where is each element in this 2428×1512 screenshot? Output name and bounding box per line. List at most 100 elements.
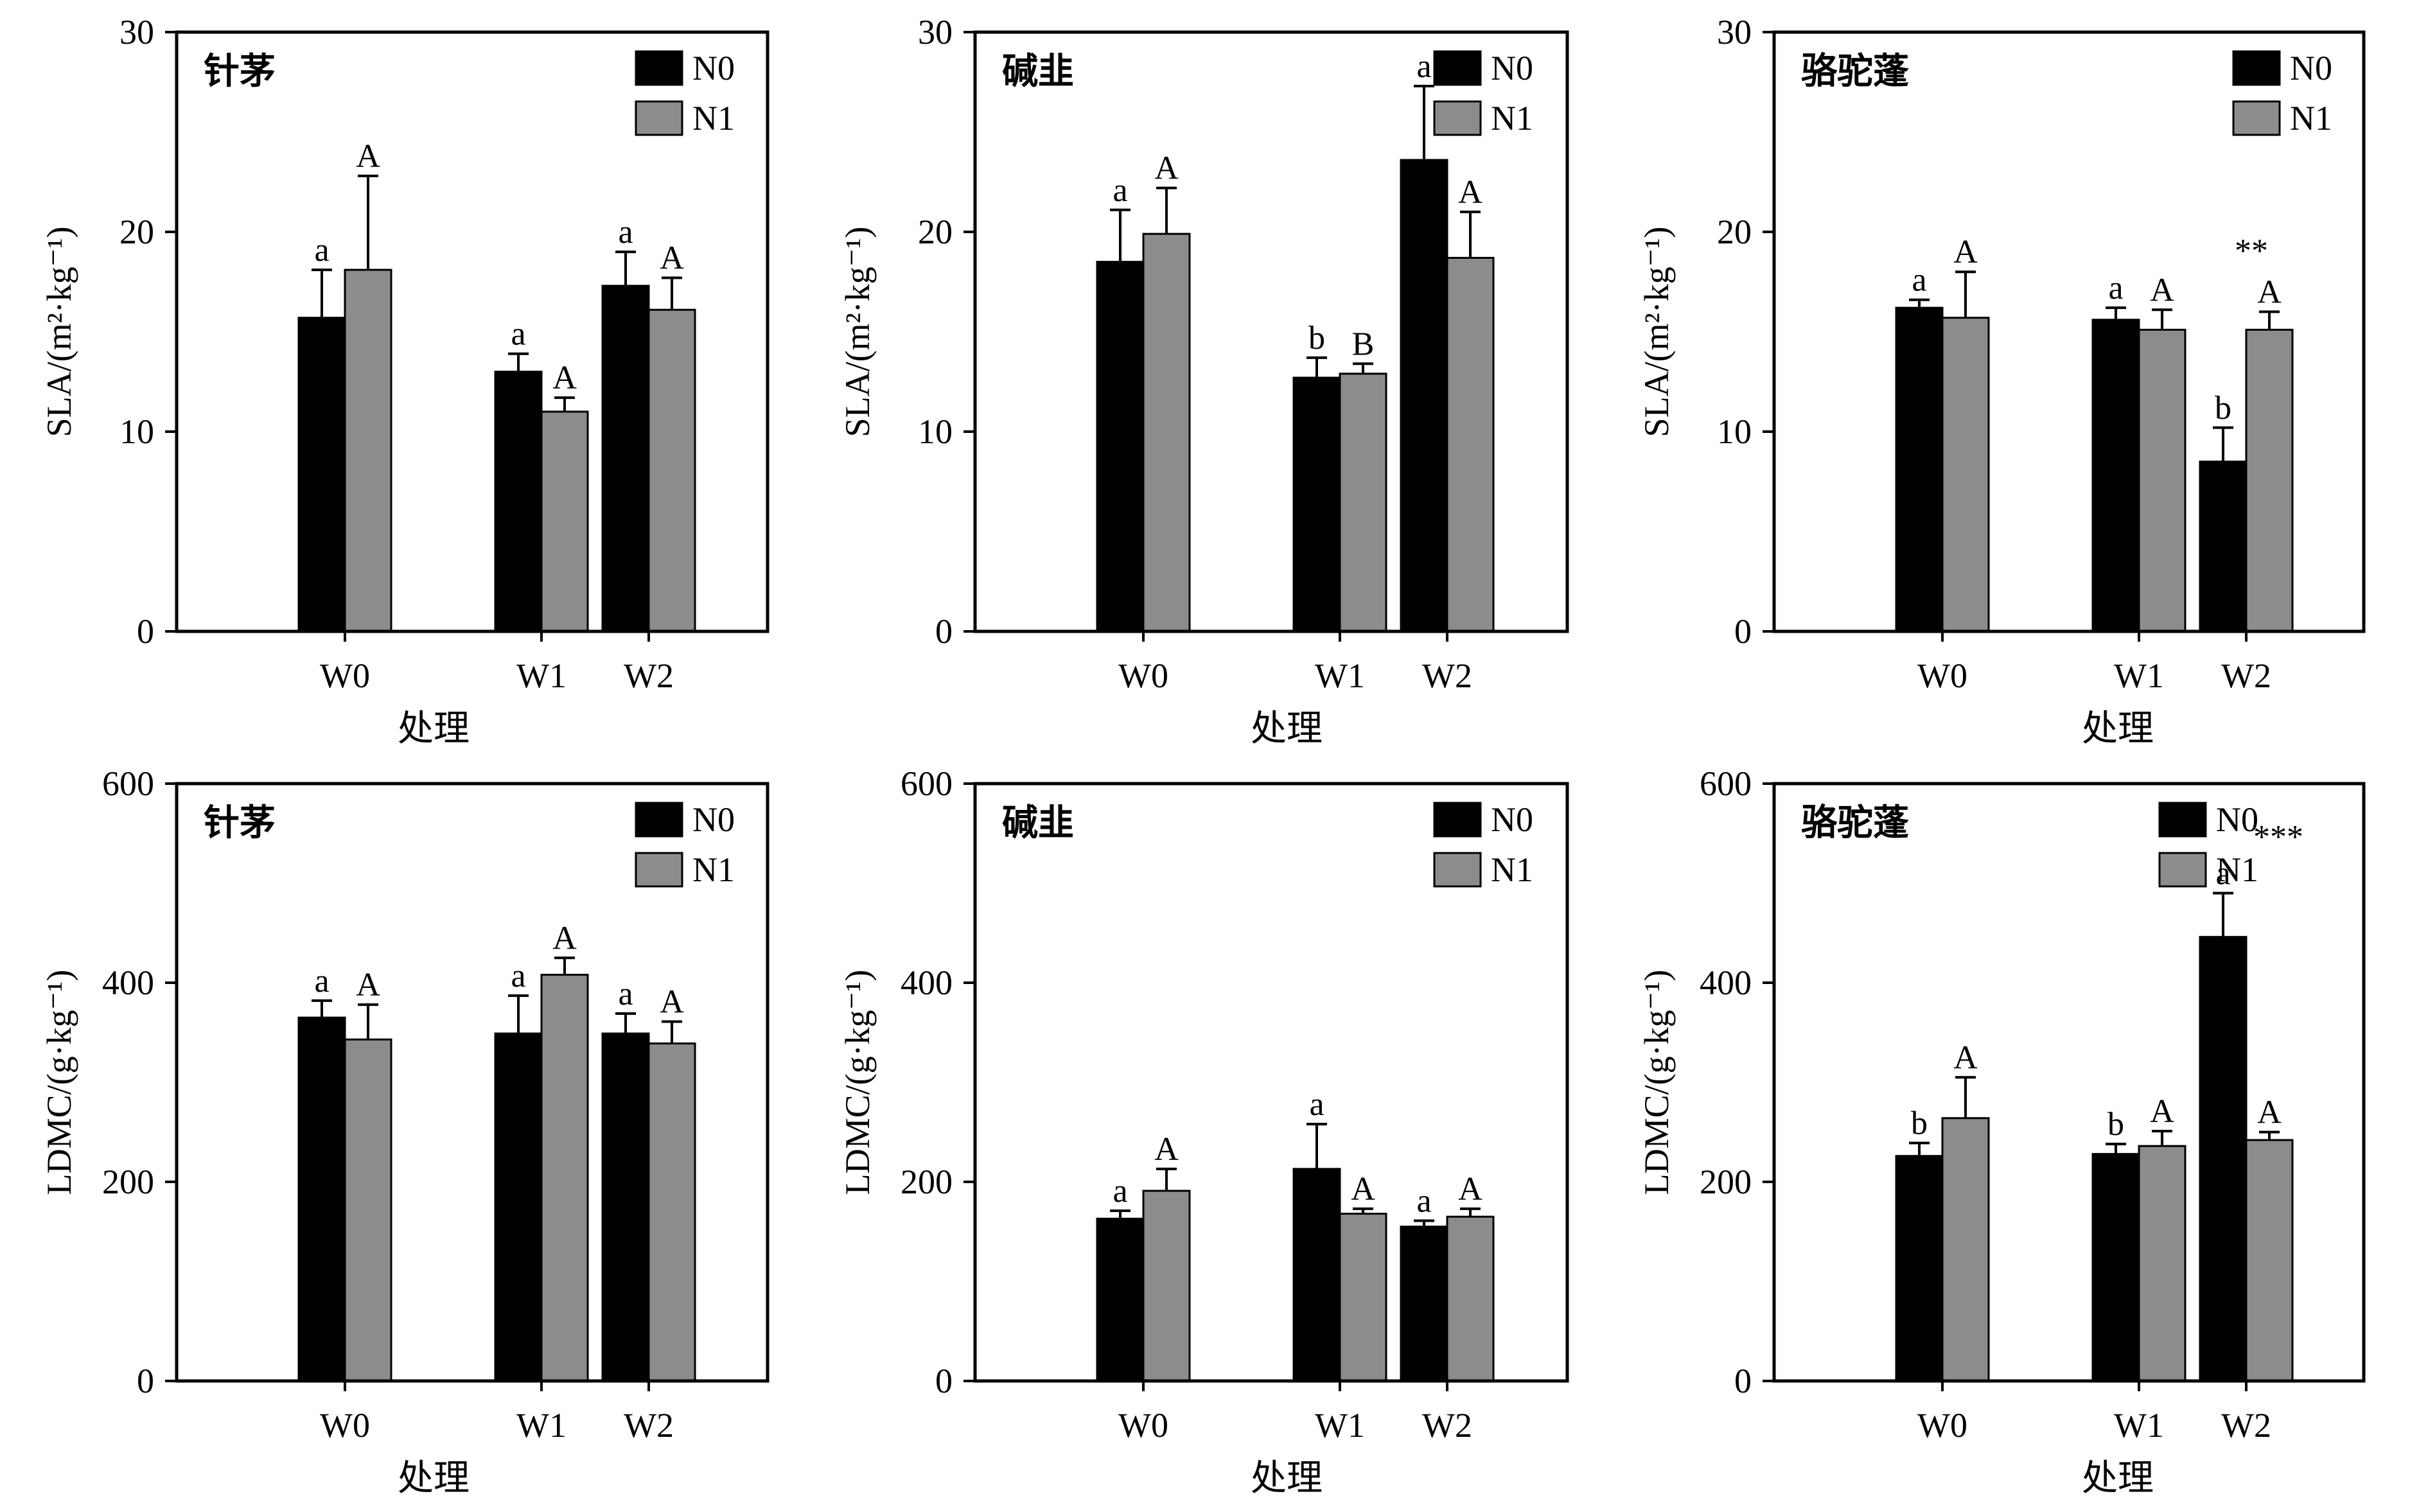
legend-label-N0: N0 — [2216, 800, 2258, 839]
significance-letter-N1-W1: A — [552, 920, 577, 956]
plot-frame — [1772, 782, 2366, 1383]
y-tick-label: 0 — [935, 612, 953, 651]
bar-N0-W1 — [1292, 376, 1341, 633]
x-axis-label: 处理 — [398, 1459, 470, 1499]
legend-swatch-N0 — [2158, 802, 2207, 838]
x-tick-label-W0: W0 — [320, 1406, 370, 1445]
legend-swatch-N1 — [1433, 100, 1482, 136]
y-tick-label: 20 — [119, 213, 154, 251]
x-tick-label-W1: W1 — [2114, 656, 2164, 695]
y-axis-label: LDMC/(g·kg⁻¹) — [1637, 970, 1676, 1195]
x-tick-label-W1: W1 — [1315, 656, 1365, 695]
x-tick-label-W0: W0 — [1917, 656, 1967, 695]
y-tick-label: 0 — [1734, 1362, 1752, 1400]
bar-N0-W2 — [1400, 1226, 1448, 1382]
x-axis-label: 处理 — [2082, 1459, 2154, 1499]
x-tick-label-W0: W0 — [320, 656, 370, 695]
bar-N1-W2 — [647, 1042, 696, 1382]
x-tick-label-W1: W1 — [1315, 1406, 1365, 1445]
y-tick-label: 600 — [1700, 764, 1752, 803]
significance-letter-N1-W0: A — [1154, 150, 1179, 187]
bar-N1-W2 — [1446, 1215, 1495, 1382]
bar-N0-W0 — [297, 1016, 346, 1382]
x-axis-label: 处理 — [1251, 1459, 1323, 1499]
bar-N1-W1 — [1339, 1213, 1387, 1382]
bar-N0-W0 — [1895, 306, 1944, 633]
legend-label-N1: N1 — [1491, 850, 1533, 889]
bar-N1-W0 — [344, 1038, 392, 1382]
y-tick-label: 10 — [918, 412, 953, 451]
y-axis-label: SLA/(m²·kg⁻¹) — [1637, 227, 1676, 437]
significance-letter-N0-W1: a — [2108, 270, 2123, 306]
bar-N0-W1 — [1292, 1168, 1341, 1382]
x-tick-label-W2: W2 — [624, 1406, 674, 1445]
significance-letter-N0-W1: b — [2107, 1106, 2124, 1143]
significance-letter-N1-W1: A — [552, 360, 577, 396]
significance-letter-N1-W2: A — [1458, 174, 1482, 211]
panel-label: 骆驼蓬 — [1801, 51, 1909, 92]
x-tick-label-W2: W2 — [2221, 656, 2271, 695]
significance-letter-N1-W1: A — [1351, 1171, 1375, 1208]
bar-N1-W1 — [2138, 1145, 2186, 1382]
y-tick-label: 10 — [119, 412, 154, 451]
significance-letter-N1-W2: A — [660, 983, 684, 1020]
bar-N0-W2 — [2199, 461, 2248, 633]
legend-swatch-N1 — [2158, 852, 2207, 888]
x-tick-label-W2: W2 — [1422, 1406, 1472, 1445]
significance-letter-N1-W2: A — [2257, 1094, 2282, 1131]
legend-label-N1: N1 — [2216, 850, 2258, 889]
significance-letter-N0-W2: a — [1416, 48, 1431, 85]
plot-frame — [973, 782, 1569, 1383]
bar-N0-W2 — [1400, 159, 1448, 633]
bar-N0-W2 — [601, 1032, 650, 1382]
x-tick-label-W2: W2 — [2221, 1406, 2271, 1445]
significance-letter-N0-W1: a — [511, 316, 525, 353]
y-tick-label: 200 — [102, 1163, 154, 1201]
significance-letter-N1-W0: A — [1953, 1039, 1978, 1076]
significance-letter-N1-W1: A — [2150, 1093, 2174, 1130]
legend-label-N1: N1 — [692, 99, 735, 137]
significance-letter-N0-W1: a — [1309, 1086, 1324, 1123]
significance-letter-N0-W1: a — [511, 958, 525, 994]
y-tick-label: 20 — [918, 213, 953, 251]
x-axis-label: 处理 — [1251, 709, 1323, 749]
y-tick-label: 400 — [901, 963, 953, 1002]
significance-letter-N1-W0: A — [1953, 234, 1978, 270]
legend-swatch-N0 — [1433, 802, 1482, 838]
legend-label-N1: N1 — [2290, 99, 2332, 137]
y-tick-label: 0 — [1734, 612, 1752, 651]
significance-letter-N0-W1: b — [1308, 320, 1325, 356]
bar-N0-W1 — [2091, 319, 2140, 633]
y-tick-label: 0 — [137, 612, 154, 651]
y-tick-label: 30 — [119, 13, 154, 51]
significance-letter-N0-W2: a — [618, 976, 633, 1012]
bar-N0-W1 — [494, 371, 543, 633]
panel-label: 骆驼蓬 — [1801, 803, 1909, 843]
y-tick-label: 10 — [1717, 412, 1752, 451]
bar-N0-W1 — [2091, 1153, 2140, 1382]
plot-frame — [175, 30, 770, 633]
y-tick-label: 30 — [918, 13, 953, 51]
significance-letter-N1-W2: A — [660, 240, 684, 277]
significance-stars-W2: ** — [2235, 233, 2268, 269]
legend-swatch-N0 — [1433, 50, 1482, 86]
y-tick-label: 600 — [102, 764, 154, 803]
plot-frame — [175, 782, 770, 1383]
y-tick-label: 200 — [1700, 1163, 1752, 1201]
y-tick-label: 30 — [1717, 13, 1752, 51]
legend-label-N0: N0 — [1491, 49, 1533, 87]
plot-frame — [1772, 30, 2366, 633]
bar-N1-W0 — [344, 268, 392, 633]
significance-stars-W2: *** — [2253, 819, 2303, 856]
significance-letter-N0-W2: a — [618, 214, 633, 251]
bar-N1-W2 — [2245, 328, 2294, 633]
significance-letter-N0-W2: a — [1416, 1182, 1431, 1219]
y-tick-label: 200 — [901, 1163, 953, 1201]
bar-N0-W2 — [2199, 936, 2248, 1382]
y-tick-label: 600 — [901, 764, 953, 803]
